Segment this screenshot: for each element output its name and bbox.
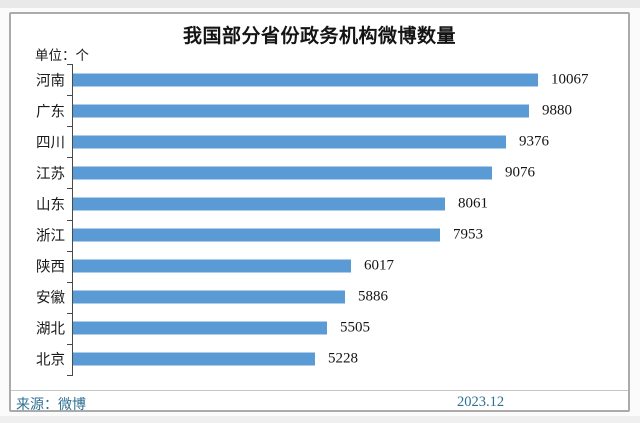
- bar: [73, 290, 345, 304]
- category-label: 山东: [36, 197, 65, 214]
- unit-label: 单位：个: [35, 48, 89, 63]
- axis-tick: [67, 344, 72, 345]
- page-bottom-edge: [0, 416, 640, 423]
- axis-tick: [67, 188, 72, 189]
- category-label: 四川: [36, 135, 65, 152]
- value-label: 5228: [328, 350, 358, 367]
- bar: [73, 352, 315, 366]
- axis-tick: [67, 126, 72, 127]
- bar: [73, 73, 538, 87]
- axis-tick: [67, 375, 72, 376]
- y-axis-line: [72, 64, 73, 376]
- value-label: 8061: [458, 195, 488, 212]
- category-label: 北京: [36, 352, 65, 369]
- footer-separator: [11, 390, 628, 391]
- value-label: 5886: [358, 288, 388, 305]
- value-label: 9376: [519, 133, 549, 150]
- chart-card: 我国部分省份政务机构微博数量 单位：个 河南 10067 广东 9880 四川 9376 江…: [9, 12, 630, 413]
- category-label: 浙江: [36, 228, 65, 245]
- bar: [73, 228, 440, 242]
- bar-row: 广东 9880: [11, 95, 628, 126]
- bar: [73, 135, 506, 149]
- category-label: 陕西: [36, 259, 65, 276]
- axis-tick: [67, 157, 72, 158]
- bar: [73, 259, 351, 273]
- value-label: 9076: [505, 164, 535, 181]
- value-label: 9880: [542, 102, 572, 119]
- axis-tick: [67, 64, 72, 65]
- source-label: 来源：微博: [16, 398, 86, 413]
- category-label: 广东: [36, 104, 65, 121]
- date-label: 2023.12: [457, 394, 505, 410]
- category-label: 安徽: [36, 290, 65, 307]
- bar-row: 江苏 9076: [11, 157, 628, 188]
- page-top-edge: [0, 0, 640, 8]
- bar: [73, 321, 327, 335]
- bar-row: 河南 10067: [11, 64, 628, 95]
- value-label: 10067: [551, 71, 589, 88]
- category-label: 河南: [36, 73, 65, 90]
- bar: [73, 104, 529, 118]
- bar-row: 北京 5228: [11, 344, 628, 375]
- plot-area: 河南 10067 广东 9880 四川 9376 江苏 9076 山东 8061 浙江 7953 陕西 6…: [11, 64, 628, 375]
- axis-tick: [67, 95, 72, 96]
- bar-row: 湖北 5505: [11, 313, 628, 344]
- bar-row: 浙江 7953: [11, 220, 628, 251]
- bar: [73, 166, 492, 180]
- category-label: 湖北: [36, 321, 65, 338]
- axis-tick: [67, 282, 72, 283]
- value-label: 5505: [340, 319, 370, 336]
- bar: [73, 197, 445, 211]
- axis-tick: [67, 251, 72, 252]
- bar-row: 陕西 6017: [11, 251, 628, 282]
- axis-tick: [67, 313, 72, 314]
- bar-row: 山东 8061: [11, 188, 628, 219]
- value-label: 6017: [364, 257, 394, 274]
- chart-title: 我国部分省份政务机构微博数量: [182, 26, 456, 47]
- bar-row: 四川 9376: [11, 126, 628, 157]
- category-label: 江苏: [36, 166, 65, 183]
- bar-row: 安徽 5886: [11, 282, 628, 313]
- axis-tick: [67, 220, 72, 221]
- value-label: 7953: [453, 226, 483, 243]
